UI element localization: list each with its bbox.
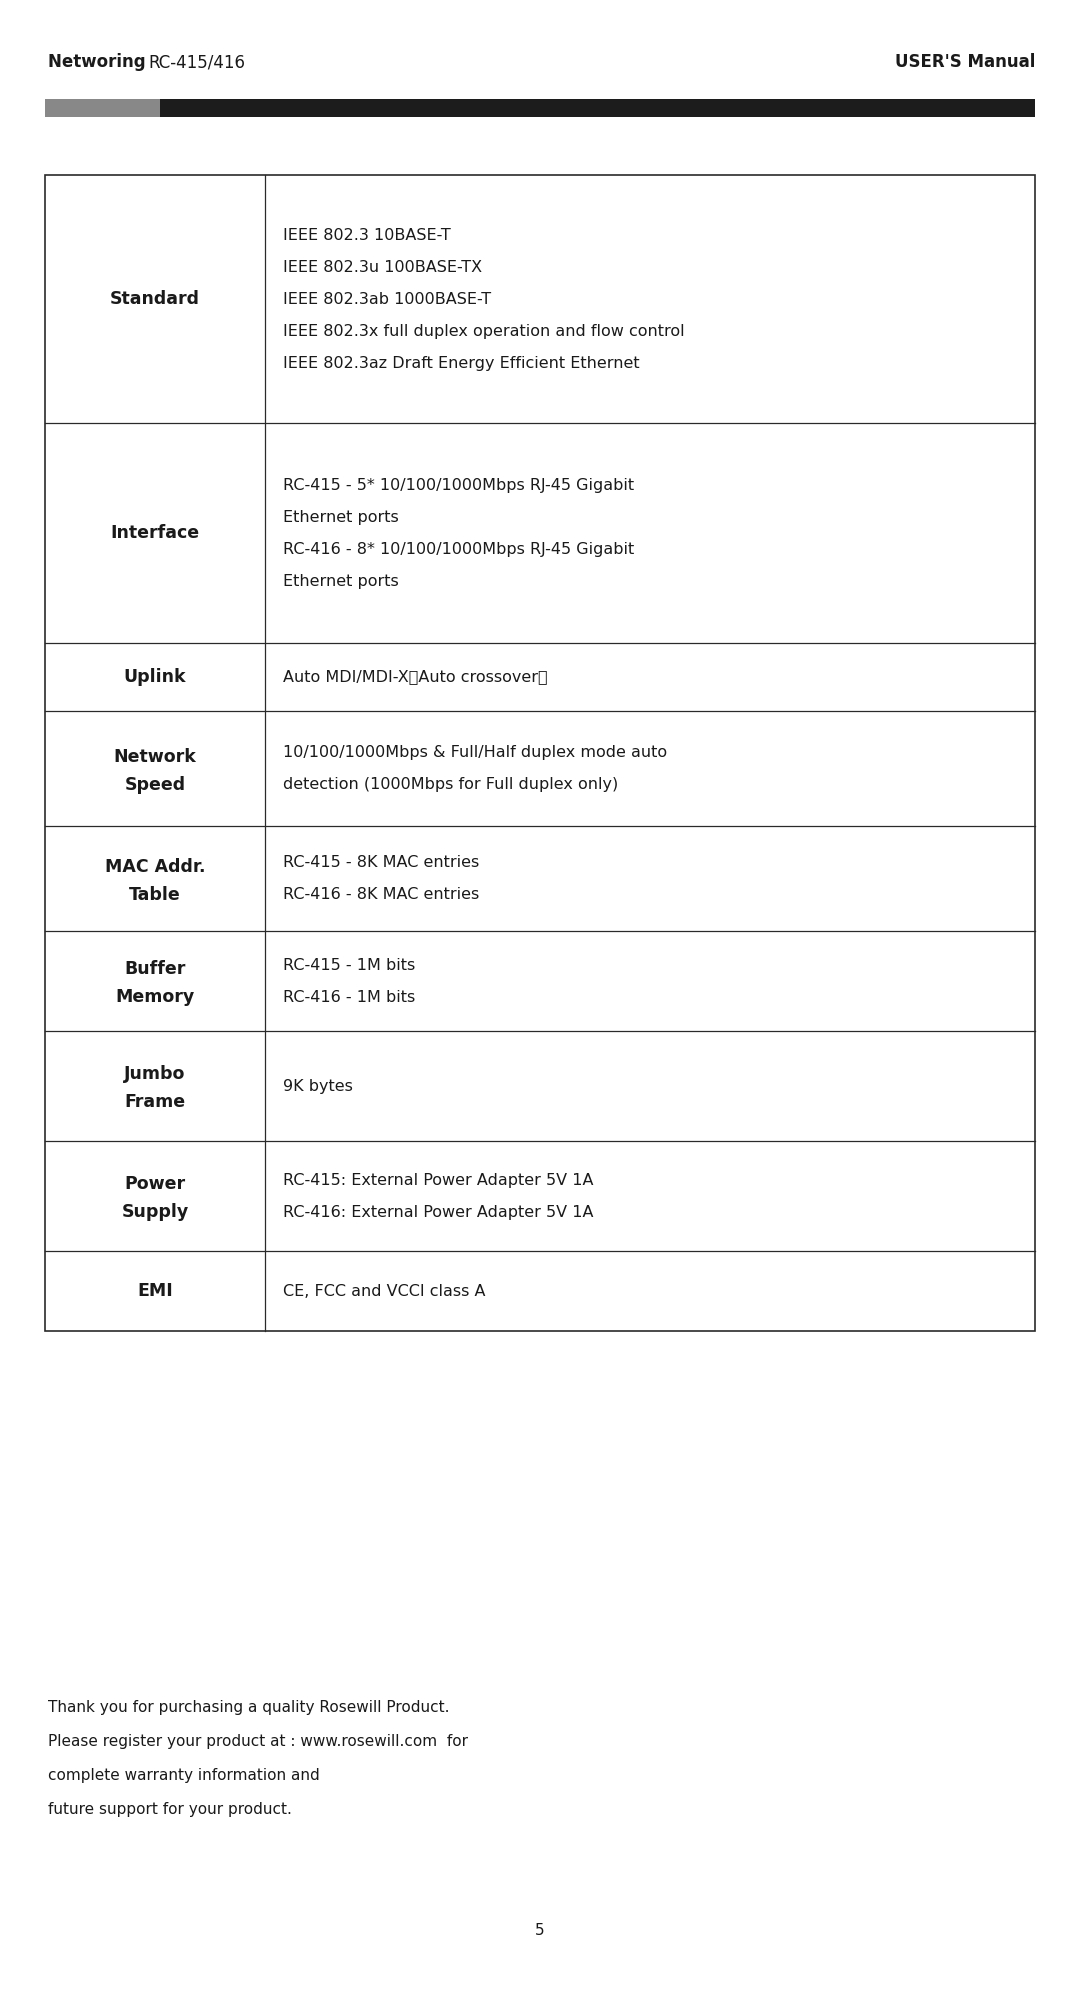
Text: RC-416 - 1M bits: RC-416 - 1M bits (283, 990, 415, 1004)
Bar (45, 175, 1035, 1331)
Text: complete warranty information and: complete warranty information and (48, 1769, 320, 1783)
Text: RC-415 - 5* 10/100/1000Mbps RJ-45 Gigabit: RC-415 - 5* 10/100/1000Mbps RJ-45 Gigabi… (283, 478, 634, 492)
Text: IEEE 802.3u 100BASE-TX: IEEE 802.3u 100BASE-TX (283, 259, 482, 275)
Text: IEEE 802.3x full duplex operation and flow control: IEEE 802.3x full duplex operation and fl… (283, 323, 685, 339)
Text: RC-416 - 8* 10/100/1000Mbps RJ-45 Gigabit: RC-416 - 8* 10/100/1000Mbps RJ-45 Gigabi… (283, 542, 634, 556)
Text: Ethernet ports: Ethernet ports (283, 574, 399, 588)
Text: RC-415/416: RC-415/416 (148, 54, 245, 72)
Text: Network: Network (113, 747, 197, 765)
Text: IEEE 802.3ab 1000BASE-T: IEEE 802.3ab 1000BASE-T (283, 291, 491, 307)
Text: 9K bytes: 9K bytes (283, 1078, 353, 1094)
Text: IEEE 802.3 10BASE-T: IEEE 802.3 10BASE-T (283, 227, 450, 243)
Text: 5: 5 (536, 1922, 544, 1938)
Text: Uplink: Uplink (124, 667, 186, 685)
Text: Table: Table (130, 886, 180, 904)
Text: CE, FCC and VCCI class A: CE, FCC and VCCI class A (283, 1283, 486, 1299)
Text: IEEE 802.3az Draft Energy Efficient Ethernet: IEEE 802.3az Draft Energy Efficient Ethe… (283, 355, 639, 371)
Text: RC-416: External Power Adapter 5V 1A: RC-416: External Power Adapter 5V 1A (283, 1205, 594, 1219)
Bar (45, 100, 160, 118)
Text: Buffer: Buffer (124, 960, 186, 978)
Text: Speed: Speed (124, 775, 186, 793)
Text: Standard: Standard (110, 291, 200, 309)
Text: Supply: Supply (121, 1203, 189, 1221)
Text: EMI: EMI (137, 1283, 173, 1301)
Text: Auto MDI/MDI-X（Auto crossover）: Auto MDI/MDI-X（Auto crossover） (283, 669, 548, 685)
Text: detection (1000Mbps for Full duplex only): detection (1000Mbps for Full duplex only… (283, 777, 618, 793)
Text: Jumbo: Jumbo (124, 1066, 186, 1084)
Text: RC-415 - 8K MAC entries: RC-415 - 8K MAC entries (283, 855, 480, 871)
Text: Frame: Frame (124, 1094, 186, 1112)
Text: RC-416 - 8K MAC entries: RC-416 - 8K MAC entries (283, 886, 480, 902)
Text: Please register your product at : www.rosewill.com  for: Please register your product at : www.ro… (48, 1733, 468, 1749)
Text: RC-415: External Power Adapter 5V 1A: RC-415: External Power Adapter 5V 1A (283, 1173, 594, 1187)
Text: future support for your product.: future support for your product. (48, 1803, 292, 1817)
Text: USER'S Manual: USER'S Manual (894, 54, 1035, 72)
Text: RC-415 - 1M bits: RC-415 - 1M bits (283, 958, 415, 972)
Text: Memory: Memory (116, 988, 194, 1006)
Bar (160, 100, 1035, 118)
Text: 10/100/1000Mbps & Full/Half duplex mode auto: 10/100/1000Mbps & Full/Half duplex mode … (283, 745, 667, 761)
Text: Networing: Networing (48, 54, 151, 72)
Text: MAC Addr.: MAC Addr. (105, 857, 205, 876)
Text: Power: Power (124, 1175, 186, 1193)
Text: Ethernet ports: Ethernet ports (283, 510, 399, 524)
Text: Thank you for purchasing a quality Rosewill Product.: Thank you for purchasing a quality Rosew… (48, 1699, 449, 1715)
Text: Interface: Interface (110, 524, 200, 542)
